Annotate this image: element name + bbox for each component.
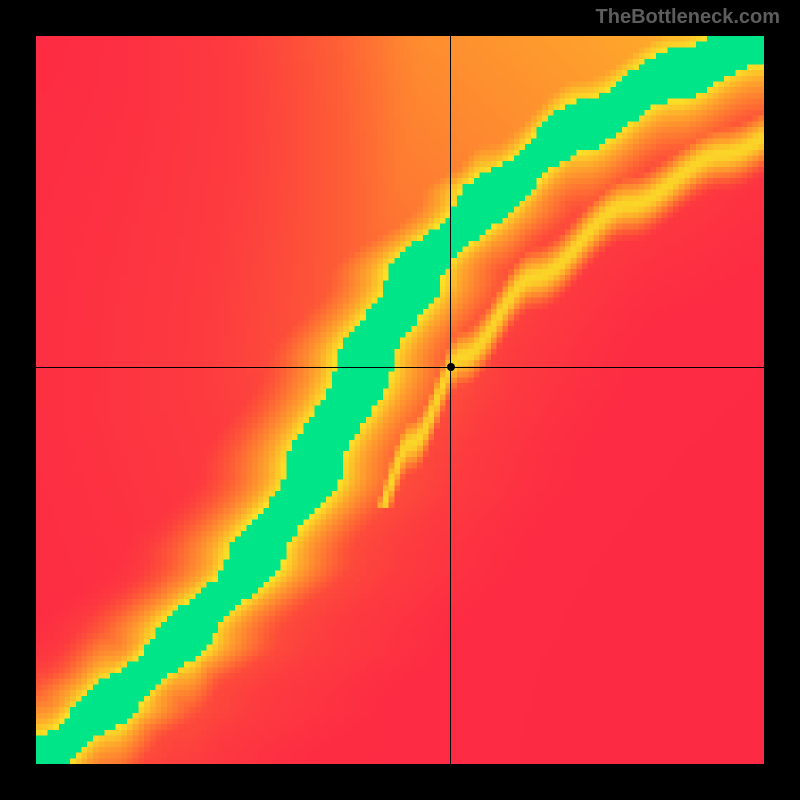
heatmap-canvas — [36, 36, 764, 764]
plot-border-bottom — [0, 764, 800, 800]
chart-container: TheBottleneck.com — [0, 0, 800, 800]
plot-border-right — [764, 0, 800, 800]
watermark-text: TheBottleneck.com — [596, 6, 780, 29]
crosshair-vertical — [450, 36, 451, 764]
plot-border-left — [0, 0, 36, 800]
crosshair-horizontal — [36, 367, 764, 368]
